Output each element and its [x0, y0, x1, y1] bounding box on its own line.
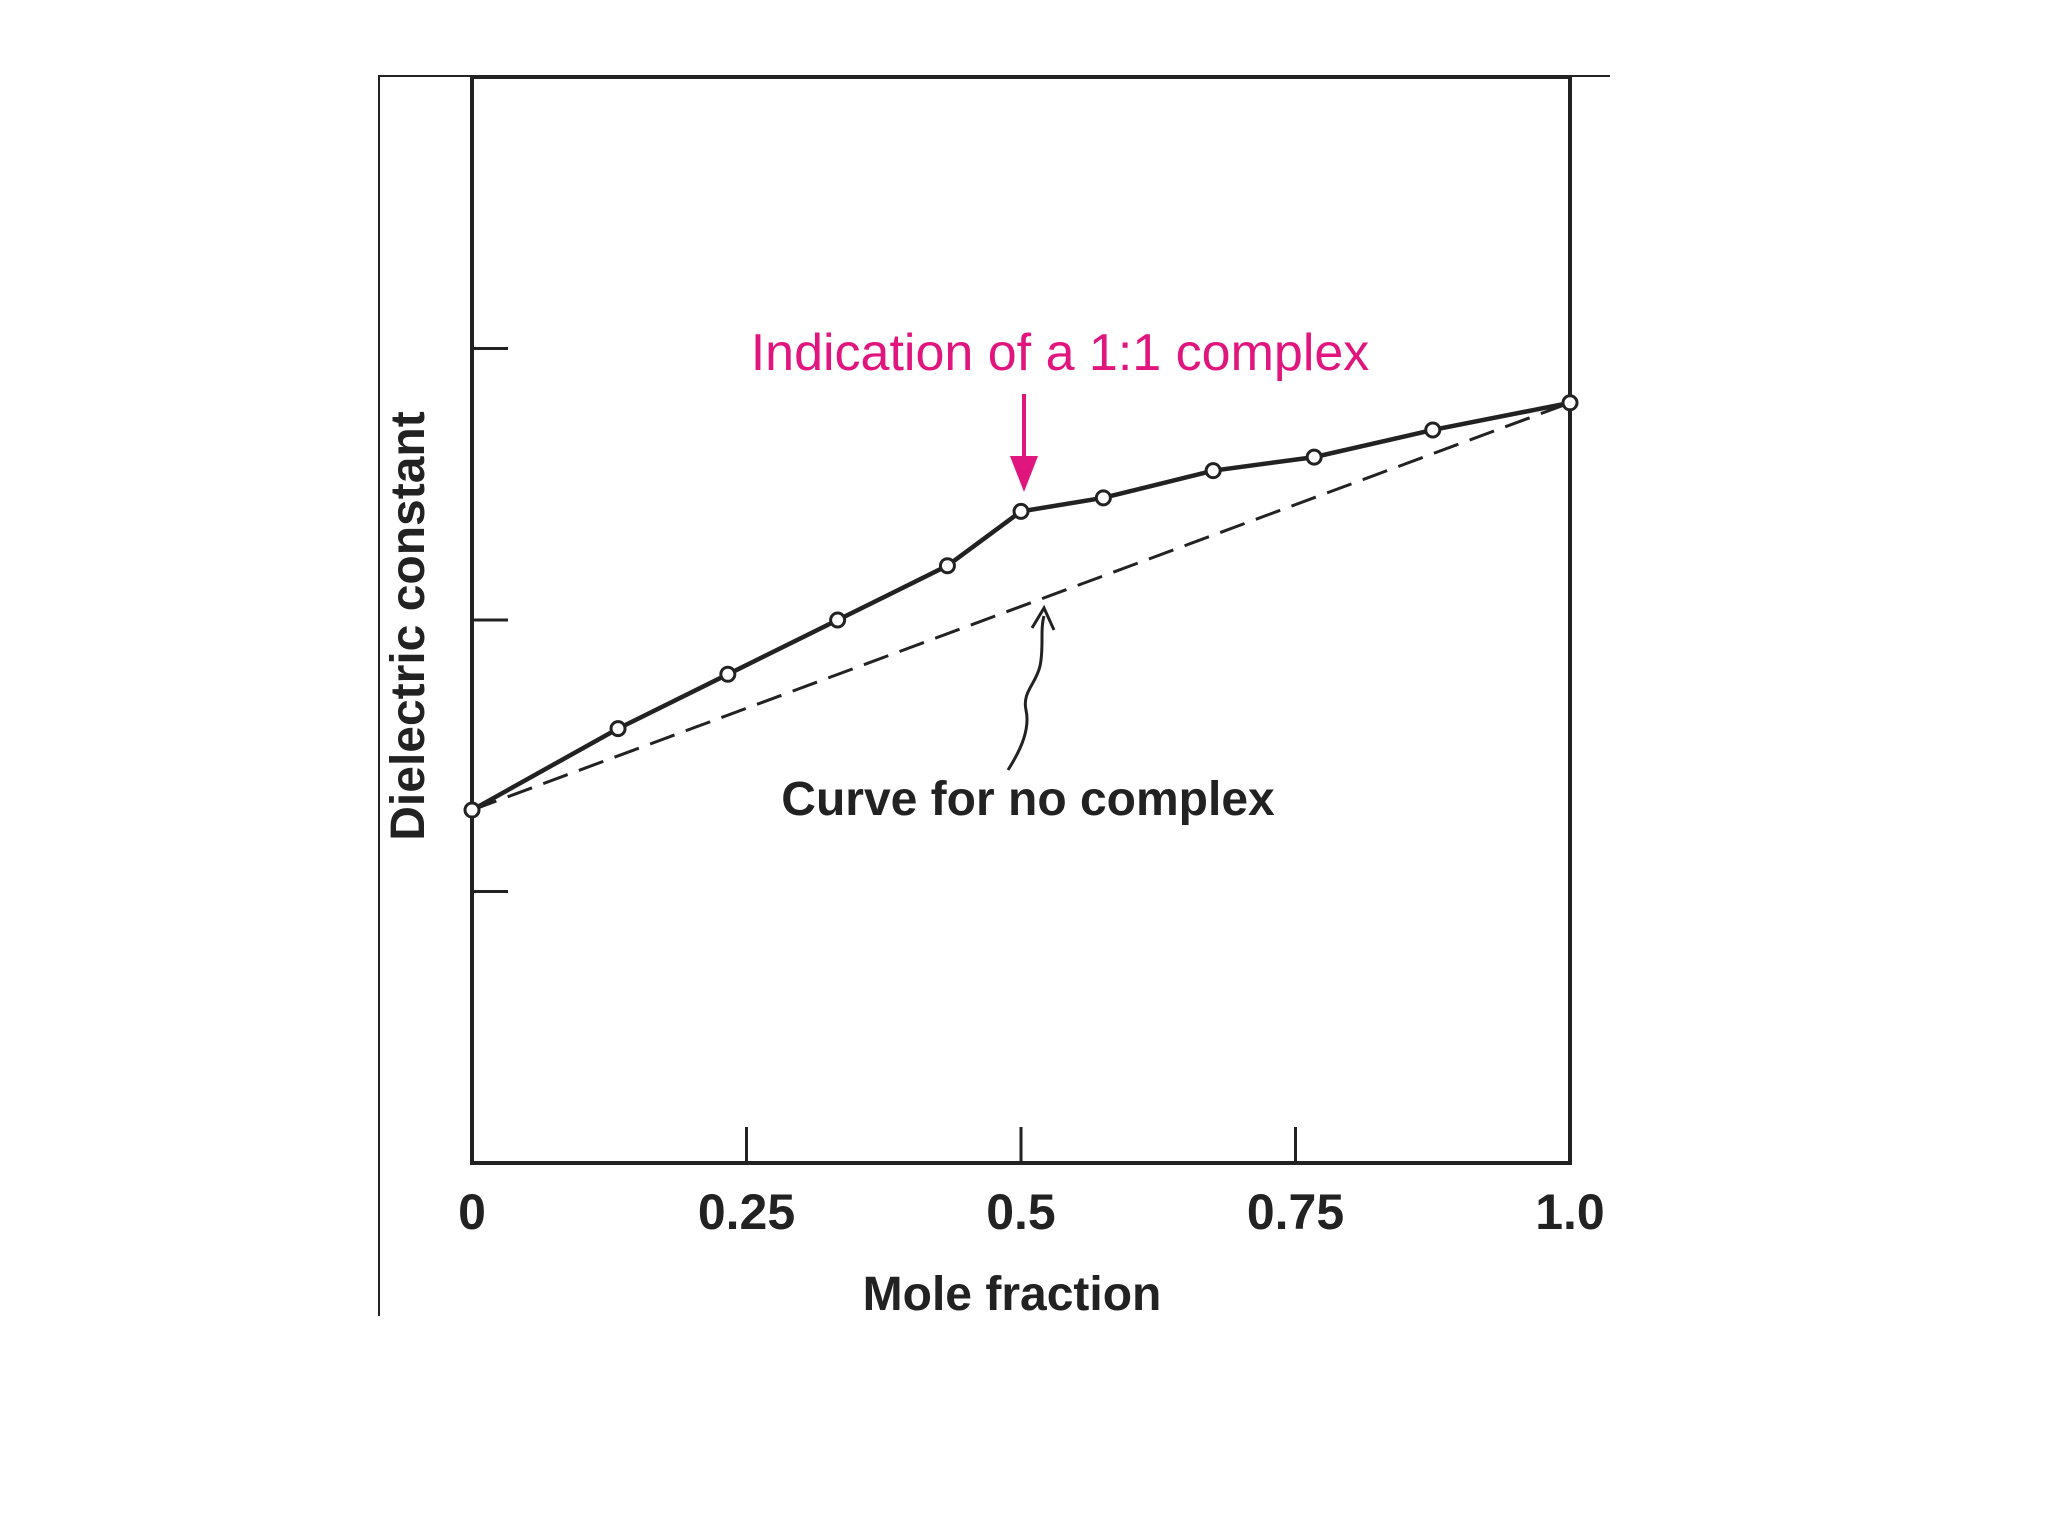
x-tick-label: 0 [458, 1184, 486, 1240]
plot-area [470, 75, 1572, 1165]
data-point [938, 557, 956, 575]
series-line-no-complex [471, 401, 1571, 812]
data-point [1424, 421, 1442, 439]
image-frame-left-edge [378, 76, 380, 1316]
data-point [1094, 489, 1112, 507]
data-point [719, 665, 737, 683]
axis-ticks [472, 347, 1297, 1163]
x-tick-labels: 0 0.25 0.5 0.75 1.0 [458, 1184, 1605, 1240]
data-point [1012, 502, 1030, 520]
data-point [1305, 448, 1323, 466]
annotation-no-complex-arrowhead [1030, 604, 1056, 631]
y-axis-label: Dielectric constant [382, 411, 435, 840]
marker-layer [463, 394, 1579, 819]
annotation-no-complex-text: Curve for no complex [781, 773, 1275, 826]
x-tick-label: 0.5 [986, 1184, 1056, 1240]
x-tick-label: 0.75 [1247, 1184, 1344, 1240]
x-tick-label: 1.0 [1535, 1184, 1605, 1240]
data-point [829, 611, 847, 629]
annotation-complex-text: Indication of a 1:1 complex [751, 324, 1370, 382]
data-point [463, 801, 481, 819]
data-point [609, 720, 627, 738]
annotation-no-complex-pointer [1006, 615, 1046, 771]
data-point [1204, 462, 1222, 480]
x-tick-label: 0.25 [698, 1184, 795, 1240]
x-axis-label: Mole fraction [863, 1268, 1162, 1321]
data-point [1561, 394, 1579, 412]
annotation-complex-arrowhead [1010, 456, 1038, 492]
